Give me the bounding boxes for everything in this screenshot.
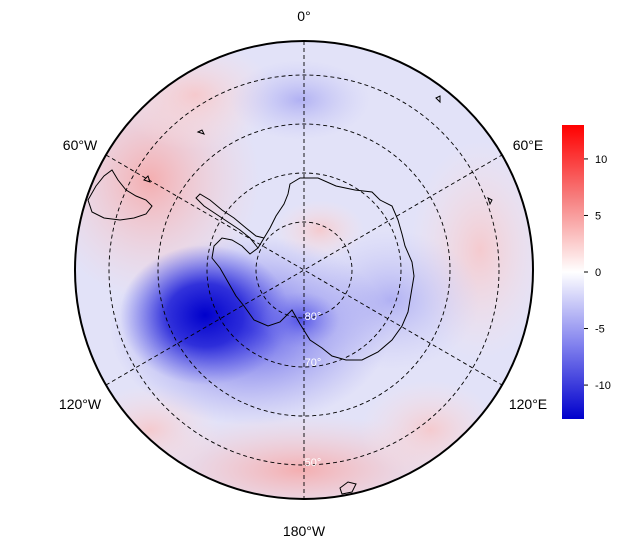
colorbar-ticks: 10 5 0 -5 -10 (584, 154, 611, 392)
colorbar-tick-label: -5 (595, 324, 605, 336)
latitude-circle-70 (206, 172, 402, 368)
graticule (105, 41, 503, 499)
colorbar-tick-label: 0 (595, 267, 601, 279)
lon-label-120e: 120°E (509, 396, 547, 412)
latitude-circle-50 (108, 74, 500, 466)
lon-label-60w: 60°W (63, 137, 98, 153)
colorbar-tick-label: -10 (595, 380, 611, 392)
latitude-circle-80 (255, 221, 353, 319)
coastline-peninsula (195, 193, 265, 249)
lon-label-120w: 120°W (59, 396, 102, 412)
field-blue-ross (260, 292, 340, 348)
lon-label-180w: 180°W (283, 523, 326, 539)
lat-label-80: 80° (305, 311, 322, 323)
lat-label-70: 70° (305, 357, 322, 369)
field-red-bottom-right (360, 380, 500, 480)
anomaly-field (75, 41, 533, 499)
coastline-islands-east (435, 95, 493, 206)
field-blue-top (230, 60, 370, 140)
map-border (74, 40, 534, 500)
colorbar-tick-label: 10 (595, 154, 607, 166)
latitude-circle-60 (157, 123, 451, 417)
meridian-120w-60e (105, 154, 503, 386)
lon-label-0: 0° (297, 8, 310, 24)
colorbar-tick-label: 5 (595, 210, 601, 222)
coastline-islands-west (143, 129, 205, 183)
field-blue-core (120, 245, 290, 385)
meridian-60w-120e (105, 154, 503, 386)
coastlines (87, 95, 493, 495)
lon-label-60e: 60°E (513, 137, 544, 153)
colorbar: 10 5 0 -5 -10 (562, 125, 611, 419)
lat-label-50: 50° (305, 457, 322, 469)
coastline-antarctica (211, 177, 415, 361)
coastline-south-america (87, 169, 153, 221)
coastline-new-zealand-bit (339, 481, 357, 495)
colorbar-gradient (562, 125, 584, 419)
